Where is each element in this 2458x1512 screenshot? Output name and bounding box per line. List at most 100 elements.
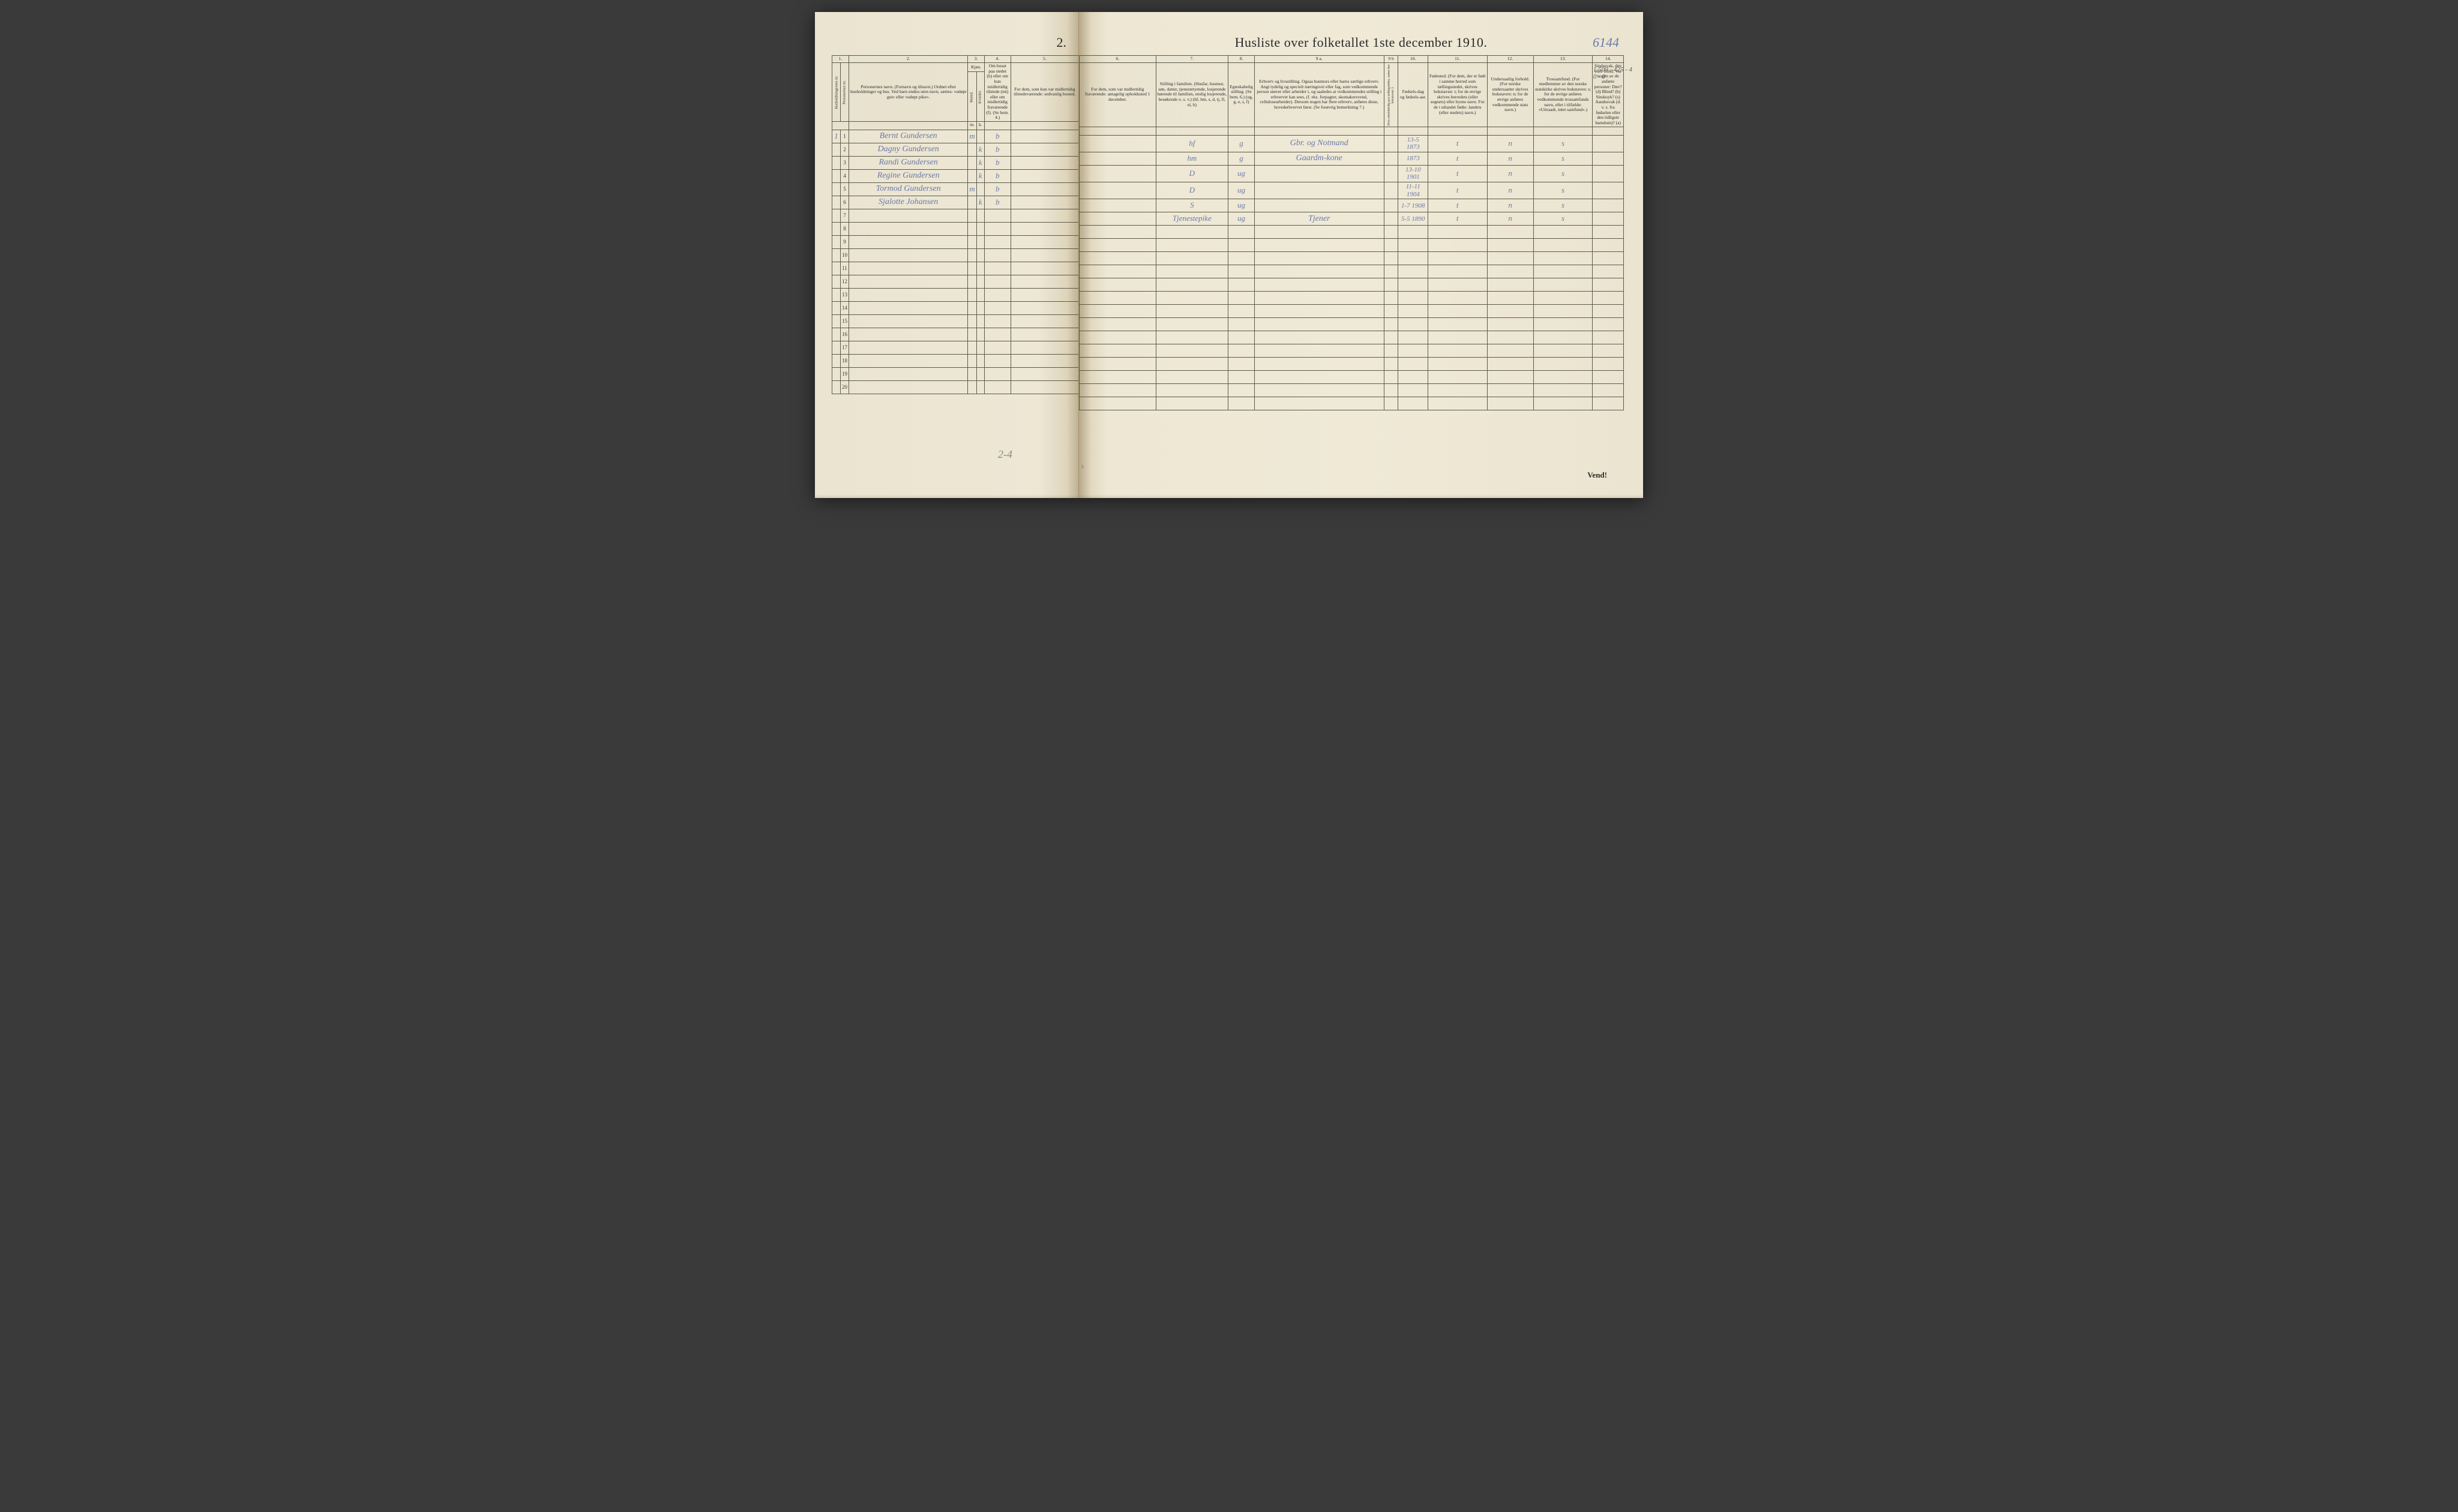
colnum-12: 12.	[1487, 56, 1533, 63]
cell-empty	[1228, 371, 1255, 384]
cell-empty	[968, 328, 976, 341]
cell-empty	[1156, 318, 1228, 331]
cell-hnr	[832, 169, 841, 182]
hdr-fodested: Fødested. (For dem, der er født i samme …	[1428, 63, 1487, 127]
table-row-empty	[1080, 397, 1624, 410]
cell-empty	[976, 288, 984, 301]
table-row: hfgGbr. og Notmand13-5 1873tns	[1080, 135, 1624, 152]
colnum-6: 6.	[1080, 56, 1156, 63]
cell-empty	[1398, 305, 1428, 318]
hdr-m: m.	[968, 121, 976, 130]
cell-empty	[1398, 384, 1428, 397]
cell-empty	[1254, 318, 1384, 331]
cell-pnr: 8	[840, 222, 849, 235]
colnum-2: 2.	[849, 56, 967, 63]
cell-occ	[1254, 165, 1384, 182]
cell-nat: n	[1487, 165, 1533, 182]
colnum-9a: 9 a.	[1254, 56, 1384, 63]
cell-empty	[1080, 384, 1156, 397]
cell-empty	[976, 275, 984, 288]
cell-hnr	[832, 314, 841, 328]
cell-pnr: 15	[840, 314, 849, 328]
table-row-empty: 9	[832, 235, 1079, 248]
cell-empty	[984, 275, 1011, 288]
cell-empty	[1384, 344, 1398, 358]
cell-empty	[968, 222, 976, 235]
cell-name: Tormod Gundersen	[849, 182, 967, 196]
cell-empty	[1428, 344, 1487, 358]
cell-empty	[1428, 252, 1487, 265]
cell-empty	[1398, 278, 1428, 292]
cell-empty	[1533, 318, 1593, 331]
cell-empty	[1487, 305, 1533, 318]
hdr-egteskab: Egteskabelig stilling. (Se bem. 6.) (ug,…	[1228, 63, 1255, 127]
cell-res: b	[984, 169, 1011, 182]
cell-empty	[1533, 384, 1593, 397]
cell-empty	[976, 341, 984, 354]
cell-occ	[1254, 182, 1384, 199]
cell-hnr	[832, 209, 841, 222]
table-row-empty	[1080, 239, 1624, 252]
cell-empty	[1593, 292, 1624, 305]
cell-born: t	[1428, 182, 1487, 199]
cell-hnr	[832, 248, 841, 262]
cell-empty	[976, 314, 984, 328]
cell-empty	[1011, 209, 1078, 222]
colnum-5: 5.	[1011, 56, 1078, 63]
table-row-empty: 7	[832, 209, 1079, 222]
cell-empty	[1487, 239, 1533, 252]
cell-hnr	[832, 156, 841, 169]
table-row-empty	[1080, 292, 1624, 305]
cell-empty	[1593, 371, 1624, 384]
cell-empty	[1254, 239, 1384, 252]
cell-empty	[1593, 344, 1624, 358]
hdr-husholdning: Husholdningernes nr.	[832, 63, 841, 122]
hdr-kvinder: Kvinder.	[976, 72, 984, 122]
hdr-maend: Mænd.	[968, 72, 976, 122]
cell-fam: D	[1156, 182, 1228, 199]
cell-c14	[1593, 165, 1624, 182]
cell-nat: n	[1487, 212, 1533, 226]
table-row-empty: 10	[832, 248, 1079, 262]
cell-rel: s	[1533, 152, 1593, 165]
cell-pnr: 16	[840, 328, 849, 341]
cell-c6	[1080, 165, 1156, 182]
cell-sex-k	[976, 130, 984, 143]
cell-empty	[1428, 226, 1487, 239]
cell-empty	[1011, 275, 1078, 288]
cell-empty	[849, 209, 967, 222]
cell-hnr	[832, 354, 841, 367]
hdr-frav: For dem, som var midlertidig fraværende:…	[1080, 63, 1156, 127]
cell-empty	[1011, 262, 1078, 275]
table-body-left: 11Bernt Gundersenmb2Dagny Gundersenkb3Ra…	[832, 130, 1079, 394]
cell-c14	[1593, 182, 1624, 199]
colnum-13: 13.	[1533, 56, 1593, 63]
table-row-empty: 16	[832, 328, 1079, 341]
table-row: TjenestepikeugTjener5-5 1890tns	[1080, 212, 1624, 226]
table-row-empty: 17	[832, 341, 1079, 354]
vend-label: Vend!	[1587, 470, 1607, 480]
cell-empty	[968, 380, 976, 394]
cell-empty	[1228, 239, 1255, 252]
cell-empty	[1384, 397, 1398, 410]
cell-hnr	[832, 182, 841, 196]
cell-empty	[1384, 358, 1398, 371]
cell-empty	[1428, 358, 1487, 371]
page-edge-shadow	[815, 494, 1078, 498]
cell-pnr: 20	[840, 380, 849, 394]
cell-empty	[849, 288, 967, 301]
cell-empty	[1080, 397, 1156, 410]
cell-empty	[1487, 397, 1533, 410]
cell-empty	[1228, 397, 1255, 410]
cell-nat: n	[1487, 135, 1533, 152]
cell-c5	[1011, 156, 1078, 169]
cell-empty	[1156, 331, 1228, 344]
cell-sex-k: k	[976, 169, 984, 182]
cell-born: t	[1428, 135, 1487, 152]
cell-empty	[984, 301, 1011, 314]
cell-empty	[1011, 288, 1078, 301]
page-left: 2. 1. 2. 3. 4. 5. Husholdningernes nr. P…	[815, 12, 1079, 498]
cell-empty	[1156, 239, 1228, 252]
cell-rel: s	[1533, 212, 1593, 226]
cell-empty	[984, 262, 1011, 275]
